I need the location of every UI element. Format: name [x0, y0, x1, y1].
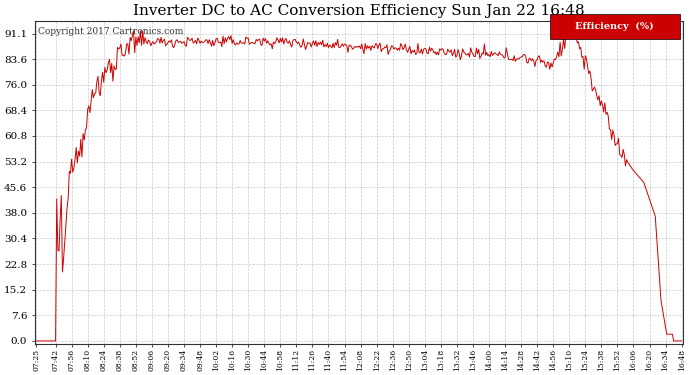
Text: Copyright 2017 Cartronics.com: Copyright 2017 Cartronics.com [38, 27, 184, 36]
FancyBboxPatch shape [550, 14, 680, 39]
Title: Inverter DC to AC Conversion Efficiency Sun Jan 22 16:48: Inverter DC to AC Conversion Efficiency … [133, 4, 584, 18]
Text: Efficiency  (%): Efficiency (%) [575, 22, 654, 31]
